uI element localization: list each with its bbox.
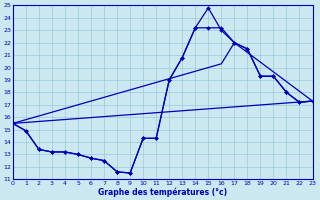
X-axis label: Graphe des températures (°c): Graphe des températures (°c) xyxy=(98,187,227,197)
